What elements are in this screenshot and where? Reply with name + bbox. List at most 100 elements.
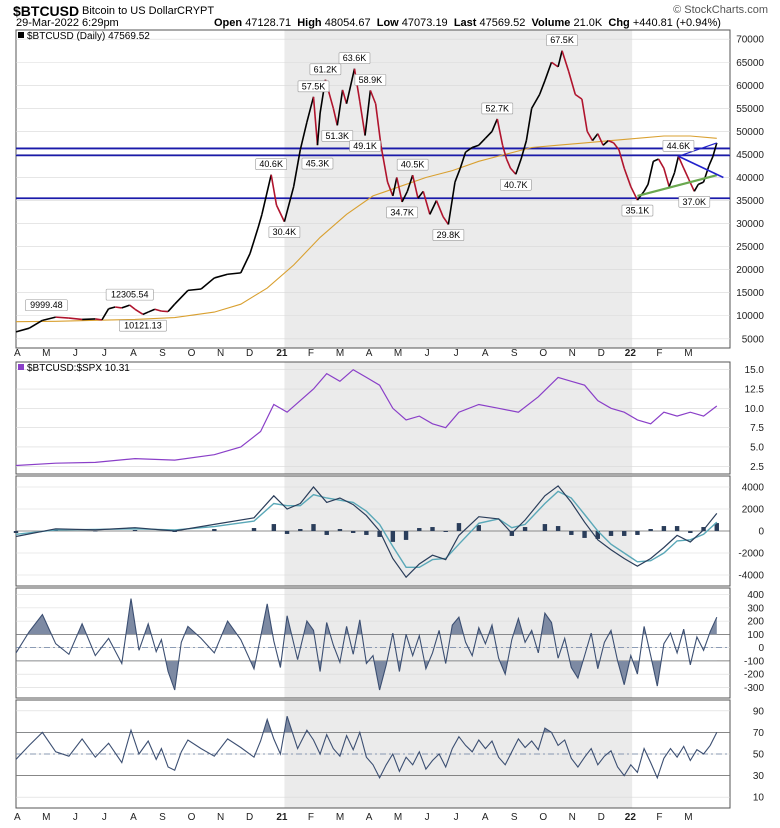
- price-legend-swatch: [18, 32, 24, 38]
- price-segment: [447, 181, 456, 225]
- price-segment: [240, 253, 251, 274]
- price-segment: [369, 90, 377, 105]
- price-annotation-label: 37.0K: [683, 197, 707, 207]
- price-y-tick: 40000: [736, 173, 764, 184]
- price-segment: [525, 108, 533, 141]
- price-segment: [551, 61, 559, 68]
- macd-histogram-bar: [661, 526, 667, 531]
- ohlc-readout: Open 47128.71 High 48054.67 Low 47073.19…: [214, 17, 721, 29]
- price-annotation-box: [255, 158, 287, 171]
- x-axis-label: J: [454, 348, 459, 359]
- price-segment: [581, 99, 588, 132]
- price-segment: [712, 142, 718, 157]
- x-axis-label: D: [598, 348, 605, 359]
- macd-histogram-bar: [674, 526, 680, 531]
- exchange-label: CRYPT: [177, 5, 215, 17]
- ratio-y-tick: 5.0: [750, 442, 764, 453]
- price-segment: [167, 303, 176, 313]
- price-annotation-label: 35.1K: [626, 206, 650, 216]
- macd-histogram-bar: [403, 531, 409, 540]
- last-value: 47569.52: [479, 17, 526, 29]
- price-y-tick: 60000: [736, 81, 764, 92]
- macd-histogram-bar: [688, 531, 693, 533]
- price-segment: [154, 308, 162, 312]
- price-annotation-label: 61.2K: [314, 64, 338, 74]
- price-annotation-box: [268, 226, 301, 239]
- price-segment: [673, 156, 680, 174]
- price-segment: [496, 118, 504, 146]
- price-y-tick: 25000: [736, 242, 764, 253]
- price-y-tick: 10000: [736, 311, 764, 322]
- cci-y-tick: 0: [758, 643, 764, 654]
- x-axis-label: A: [366, 812, 373, 823]
- chg-label: Chg: [608, 17, 630, 29]
- brand-label[interactable]: © StockCharts.com: [673, 4, 768, 16]
- price-segment: [643, 183, 649, 192]
- x-axis-label: N: [217, 812, 224, 823]
- x-axis-label: A: [482, 812, 489, 823]
- price-annotation-box: [386, 206, 418, 219]
- price-segment: [422, 191, 431, 215]
- price-segment: [257, 214, 263, 229]
- x-axis-label: 21: [276, 812, 288, 823]
- price-year-shade: [284, 30, 633, 348]
- price-annotation-label: 40.5K: [401, 160, 425, 170]
- price-segment: [484, 130, 493, 139]
- x-axis-label: A: [130, 812, 137, 823]
- macd-y-tick: 4000: [742, 483, 765, 494]
- x-axis-label: F: [308, 348, 314, 359]
- price-segment: [227, 272, 241, 276]
- macd-histogram-bar: [298, 529, 303, 531]
- price-segment: [677, 155, 685, 169]
- price-segment: [68, 317, 83, 321]
- price-annotation-label: 40.6K: [259, 159, 283, 169]
- price-legend-text: $BTCUSD (Daily) 47569.52: [27, 31, 150, 42]
- chart-header: $BTCUSD Bitcoin to US Dollar CRYPT © Sto…: [0, 0, 780, 30]
- macd-line: [15, 485, 718, 579]
- price-segment: [406, 174, 414, 192]
- price-annotation-box: [105, 288, 154, 301]
- price-y-tick: 70000: [736, 35, 764, 46]
- x-axis-label: D: [246, 812, 253, 823]
- price-segment: [471, 144, 480, 149]
- price-segment: [515, 158, 522, 175]
- open-value: 47128.71: [245, 17, 292, 29]
- low-label: Low: [376, 17, 399, 29]
- price-annotation-label: 30.4K: [273, 227, 297, 237]
- price-segment: [561, 50, 570, 72]
- cci-y-tick: 400: [747, 590, 764, 601]
- price-segment: [586, 130, 594, 142]
- x-axis-label: 22: [625, 812, 637, 823]
- x-axis-label: J: [425, 812, 430, 823]
- price-annotation-box: [546, 34, 578, 47]
- rising-trendline: [637, 174, 718, 197]
- price-segment: [261, 174, 272, 215]
- breakout-line: [678, 142, 717, 157]
- macd-histogram-bar: [212, 529, 217, 531]
- rsi-y-tick: 30: [753, 771, 765, 782]
- price-annotation-label: 45.3K: [306, 159, 330, 169]
- price-segment: [134, 308, 144, 316]
- x-axis-label: 21: [276, 348, 288, 359]
- price-annotation-label: 58.9K: [359, 75, 383, 85]
- price-y-tick: 30000: [736, 219, 764, 230]
- x-axis-label: D: [246, 348, 253, 359]
- cci-y-tick: -300: [744, 683, 764, 694]
- price-segment: [454, 167, 462, 183]
- x-axis-label: M: [394, 812, 402, 823]
- price-segment: [647, 161, 655, 185]
- macd-histogram-bar: [608, 531, 614, 536]
- last-label: Last: [453, 17, 477, 29]
- macd-histogram-bar: [390, 531, 396, 542]
- volume-label: Volume: [531, 17, 571, 29]
- price-segment: [682, 167, 690, 181]
- x-axis-label: A: [366, 348, 373, 359]
- ratio-y-tick: 15.0: [745, 365, 765, 376]
- price-segment: [374, 103, 382, 146]
- price-segment: [174, 289, 189, 305]
- chg-value: +440.81 (+0.94%): [632, 17, 721, 29]
- macd-histogram-bar: [635, 531, 640, 535]
- ratio-y-tick: 2.5: [750, 462, 764, 473]
- price-segment: [42, 316, 56, 322]
